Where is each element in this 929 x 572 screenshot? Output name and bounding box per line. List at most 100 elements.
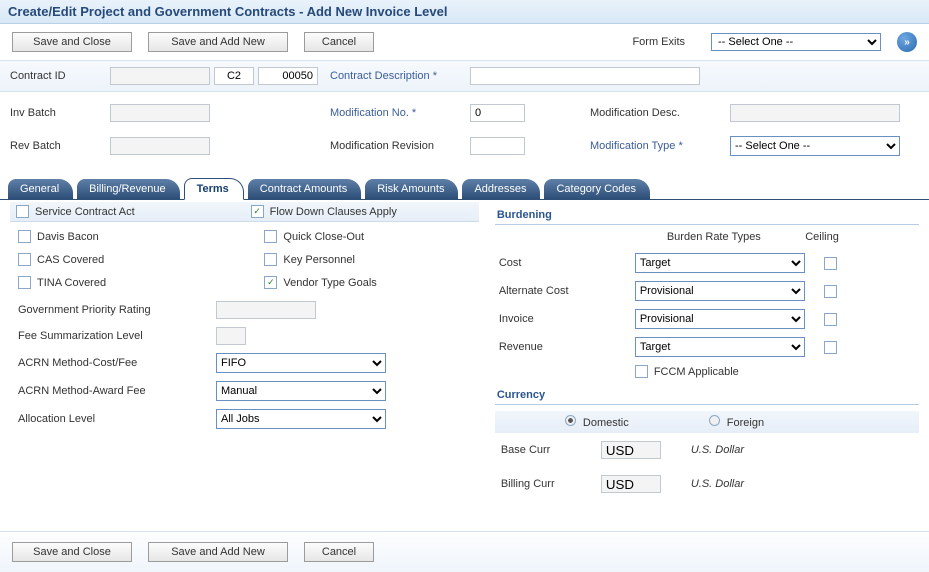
vendor-type-goals-checkbox[interactable]: [264, 276, 277, 289]
currency-title: Currency: [495, 386, 919, 405]
save-and-close-button[interactable]: Save and Close: [12, 32, 132, 52]
header-body: Inv Batch Modification No. Modification …: [0, 92, 929, 168]
burden-row-revenue: Revenue Target: [495, 333, 919, 361]
cas-covered-checkbox[interactable]: [18, 253, 31, 266]
form-exits-label: Form Exits: [632, 36, 685, 48]
contract-desc-label: Contract Description: [330, 70, 460, 82]
acrn-award-select[interactable]: Manual: [216, 381, 386, 401]
inv-batch-label: Inv Batch: [10, 107, 100, 119]
key-personnel-checkbox[interactable]: [264, 253, 277, 266]
tab-risk-amounts[interactable]: Risk Amounts: [365, 179, 458, 199]
billing-curr-input[interactable]: [601, 475, 661, 493]
davis-bacon-checkbox[interactable]: [18, 230, 31, 243]
contract-id-seg3-input[interactable]: [258, 67, 318, 85]
tab-category-codes[interactable]: Category Codes: [544, 179, 650, 199]
tina-covered-checkbox[interactable]: [18, 276, 31, 289]
save-and-add-new-button[interactable]: Save and Add New: [148, 32, 288, 52]
key-personnel-label: Key Personnel: [283, 254, 355, 266]
header-band-1: Contract ID Contract Description: [0, 60, 929, 92]
service-contract-act-label: Service Contract Act: [35, 206, 135, 218]
burden-cost-ceiling-checkbox[interactable]: [824, 257, 837, 270]
tab-strip: General Billing/Revenue Terms Contract A…: [0, 178, 929, 200]
contract-id-seg1-input[interactable]: [110, 67, 210, 85]
fccm-checkbox[interactable]: [635, 365, 648, 378]
contract-id-label: Contract ID: [10, 70, 100, 82]
mod-rev-label: Modification Revision: [330, 140, 460, 152]
burden-invoice-select[interactable]: Provisional: [635, 309, 805, 329]
tina-covered-label: TINA Covered: [37, 277, 106, 289]
contract-id-seg2-input[interactable]: [214, 67, 254, 85]
burden-row-invoice: Invoice Provisional: [495, 305, 919, 333]
mod-type-select[interactable]: -- Select One --: [730, 136, 900, 156]
burden-altcost-ceiling-checkbox[interactable]: [824, 285, 837, 298]
currency-domestic-radio[interactable]: [565, 415, 576, 426]
alloc-level-label: Allocation Level: [18, 413, 198, 425]
key-personnel-row: Key Personnel: [264, 253, 470, 266]
rev-batch-input[interactable]: [110, 137, 210, 155]
cas-covered-row: CAS Covered: [18, 253, 224, 266]
footer-save-and-close-button[interactable]: Save and Close: [12, 542, 132, 562]
terms-check-list: Davis Bacon Quick Close-Out CAS Covered …: [10, 222, 479, 297]
billing-curr-label: Billing Curr: [501, 478, 591, 490]
burden-row-alternate-cost: Alternate Cost Provisional: [495, 277, 919, 305]
contract-desc-input[interactable]: [470, 67, 700, 85]
fee-sum-input[interactable]: [216, 327, 246, 345]
davis-bacon-row: Davis Bacon: [18, 230, 224, 243]
burden-revenue-select[interactable]: Target: [635, 337, 805, 357]
burden-row-cost: Cost Target: [495, 249, 919, 277]
mod-no-label: Modification No.: [330, 107, 460, 119]
davis-bacon-label: Davis Bacon: [37, 231, 99, 243]
tab-addresses[interactable]: Addresses: [462, 179, 540, 199]
cancel-button[interactable]: Cancel: [304, 32, 374, 52]
alloc-level-select[interactable]: All Jobs: [216, 409, 386, 429]
flow-down-clauses-label: Flow Down Clauses Apply: [270, 206, 397, 218]
base-curr-label: Base Curr: [501, 444, 591, 456]
inv-batch-input[interactable]: [110, 104, 210, 122]
billing-curr-row: Billing Curr U.S. Dollar: [495, 467, 919, 501]
tab-general[interactable]: General: [8, 179, 73, 199]
burden-revenue-ceiling-checkbox[interactable]: [824, 341, 837, 354]
burden-altcost-select[interactable]: Provisional: [635, 281, 805, 301]
burden-invoice-label: Invoice: [499, 313, 629, 325]
quick-close-out-row: Quick Close-Out: [264, 230, 470, 243]
mod-type-label: Modification Type: [590, 140, 720, 152]
base-curr-name: U.S. Dollar: [691, 444, 913, 456]
terms-left-column: Service Contract Act Flow Down Clauses A…: [10, 202, 479, 501]
burden-cost-select[interactable]: Target: [635, 253, 805, 273]
footer-cancel-button[interactable]: Cancel: [304, 542, 374, 562]
mod-rev-input[interactable]: [470, 137, 525, 155]
flow-down-clauses-checkbox[interactable]: [251, 205, 264, 218]
service-contract-act-checkbox[interactable]: [16, 205, 29, 218]
burdening-header: Burden Rate Types Ceiling: [495, 225, 919, 249]
fee-sum-label: Fee Summarization Level: [18, 330, 198, 342]
footer-save-and-add-new-button[interactable]: Save and Add New: [148, 542, 288, 562]
currency-foreign-radio[interactable]: [709, 415, 720, 426]
form-exits-select[interactable]: -- Select One --: [711, 33, 881, 51]
gov-priority-input[interactable]: [216, 301, 316, 319]
burden-invoice-ceiling-checkbox[interactable]: [824, 313, 837, 326]
currency-domestic-label: Domestic: [583, 417, 629, 429]
base-curr-input[interactable]: [601, 441, 661, 459]
tab-billing-revenue[interactable]: Billing/Revenue: [77, 179, 179, 199]
form-exits-go-icon[interactable]: »: [897, 32, 917, 52]
base-curr-row: Base Curr U.S. Dollar: [495, 433, 919, 467]
cas-covered-label: CAS Covered: [37, 254, 104, 266]
burden-altcost-label: Alternate Cost: [499, 285, 629, 297]
acrn-cost-select[interactable]: FIFO: [216, 353, 386, 373]
fccm-label: FCCM Applicable: [654, 366, 739, 378]
ceiling-header: Ceiling: [799, 231, 839, 243]
tab-content-terms: Service Contract Act Flow Down Clauses A…: [0, 200, 929, 531]
tab-terms[interactable]: Terms: [184, 178, 244, 200]
currency-foreign-label: Foreign: [727, 417, 764, 429]
mod-no-input[interactable]: [470, 104, 525, 122]
mod-desc-label: Modification Desc.: [590, 107, 720, 119]
tina-covered-row: TINA Covered: [18, 276, 224, 289]
quick-close-out-checkbox[interactable]: [264, 230, 277, 243]
burden-revenue-label: Revenue: [499, 341, 629, 353]
gov-priority-label: Government Priority Rating: [18, 304, 198, 316]
fccm-row: FCCM Applicable: [495, 361, 919, 382]
tab-contract-amounts[interactable]: Contract Amounts: [248, 179, 361, 199]
mod-desc-input[interactable]: [730, 104, 900, 122]
burden-rate-types-header: Burden Rate Types: [629, 231, 799, 243]
billing-curr-name: U.S. Dollar: [691, 478, 913, 490]
